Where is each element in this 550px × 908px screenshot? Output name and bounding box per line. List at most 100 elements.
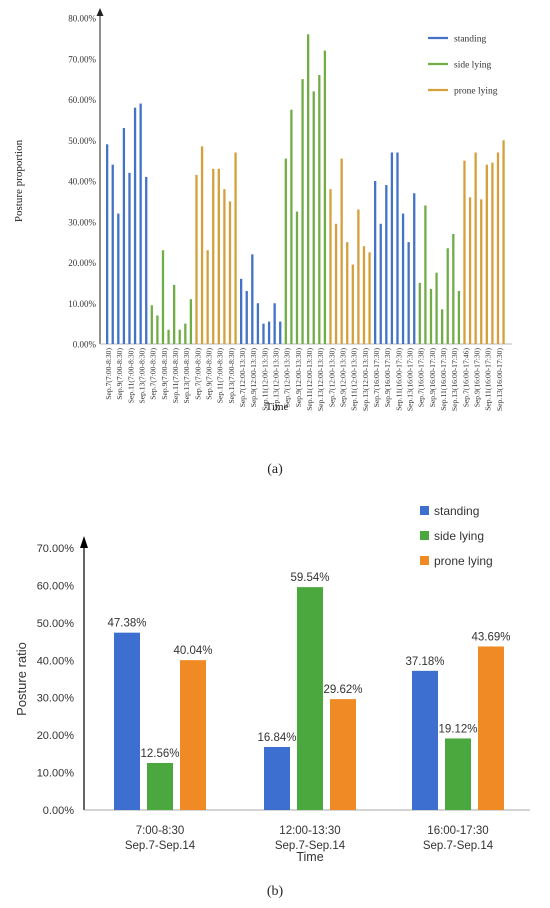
bar-a	[178, 329, 181, 344]
x-tick-label-a: Sep.11(7:00-8:30)	[216, 348, 225, 404]
bar-a	[357, 209, 360, 344]
legend-label-a: side lying	[454, 61, 491, 71]
x-tick-label-a: Sep.11(12:00-13:30)	[305, 348, 314, 411]
x-tick-label-a: Sep.9(12:00-13:30)	[249, 348, 258, 408]
bar-a	[273, 303, 276, 344]
y-tick-label-a: 0.00%	[73, 340, 97, 350]
legend-label-b: standing	[434, 504, 479, 518]
bar-a	[429, 288, 433, 344]
caption-a: (a)	[267, 462, 283, 477]
bar-a	[424, 205, 427, 344]
bar-a	[441, 309, 444, 344]
y-tick-label-b: 20.00%	[37, 730, 75, 742]
x-tick-label-a: Sep.13(16:00-17:30)	[450, 348, 459, 412]
bar-a	[413, 193, 416, 344]
x-tick-label-b: 16:00-17:30	[427, 825, 488, 837]
y-tick-label-a: 60.00%	[68, 95, 96, 105]
data-label-b: 40.04%	[173, 645, 212, 657]
bar-a	[122, 128, 126, 344]
bar-a	[245, 291, 248, 344]
y-tick-label-b: 60.00%	[37, 580, 75, 592]
data-label-b: 47.38%	[107, 618, 146, 630]
x-tick-label-a: Sep.9(7:00-8:30)	[205, 348, 214, 400]
legend-swatch-b	[420, 531, 429, 540]
bar-a	[457, 291, 461, 344]
bar-a	[340, 158, 343, 344]
y-tick-label-b: 40.00%	[37, 655, 75, 667]
bar-b	[478, 646, 504, 810]
bar-b	[445, 738, 471, 810]
bar-a	[301, 79, 304, 344]
data-label-b: 16.84%	[257, 732, 296, 744]
y-axis-title-b: Posture ratio	[14, 642, 29, 716]
x-tick-label-a: Sep.11(16:00-17:30)	[484, 348, 493, 411]
x-tick-label-a: Sep.11(7:00-8:30)	[171, 348, 180, 404]
bar-a	[256, 303, 260, 344]
bar-a	[401, 213, 405, 344]
bar-a	[463, 160, 466, 344]
data-label-b: 29.62%	[323, 684, 362, 696]
bar-a	[189, 299, 193, 344]
y-tick-label-b: 10.00%	[37, 768, 75, 780]
x-tick-label-b: Sep.7-Sep.14	[423, 840, 494, 852]
bar-a	[485, 164, 488, 344]
bar-a	[279, 321, 282, 344]
bar-b	[297, 587, 323, 810]
chart-b: 0.00% 10.00% 20.00% 30.00% 40.00% 50.00% 60.00…	[14, 504, 530, 864]
bar-a	[184, 323, 187, 344]
bar-a	[167, 329, 170, 344]
x-tick-label-b: Sep.7-Sep.14	[275, 840, 346, 852]
data-label-b: 43.69%	[471, 631, 510, 643]
x-tick-label-a: Sep.9(16:00-17:30)	[473, 348, 482, 408]
y-tick-label-b: 30.00%	[37, 693, 75, 705]
x-tick-label-a: Sep.7(16:00-17:30)	[372, 348, 381, 408]
bar-a	[396, 152, 399, 344]
legend-label-b: side lying	[434, 529, 484, 543]
bar-a	[351, 264, 354, 344]
x-tick-label-a: Sep.13(16:00-17:30)	[406, 348, 415, 412]
x-tick-label-b: Sep.7-Sep.14	[125, 840, 196, 852]
bar-a	[368, 252, 371, 344]
bar-a	[295, 211, 299, 344]
bar-a	[496, 152, 500, 344]
x-tick-label-a: Sep.11(7:00-8:30)	[126, 348, 135, 404]
bar-a	[468, 197, 472, 344]
bar-a	[385, 185, 388, 344]
bar-a	[212, 168, 215, 344]
bar-b	[264, 746, 290, 810]
y-axis-title-a: Posture proportion	[13, 139, 25, 222]
bar-a	[262, 323, 265, 344]
x-tick-label-b: 7:00-8:30	[136, 825, 185, 837]
x-tick-label-a: Sep.7(12:00-13:30)	[327, 348, 336, 408]
bar-a	[329, 189, 332, 344]
bar-a	[240, 278, 243, 344]
bar-a	[435, 272, 438, 344]
legend-label-a: standing	[454, 35, 486, 45]
bar-b	[147, 762, 173, 810]
y-tick-label-a: 30.00%	[68, 217, 96, 227]
bar-a	[206, 250, 209, 344]
bar-a	[111, 164, 114, 344]
y-tick-label-b: 0.00%	[43, 805, 74, 817]
bar-a	[234, 152, 237, 344]
bar-a	[173, 284, 176, 344]
bar-a	[200, 146, 204, 344]
legend-swatch-b	[420, 556, 429, 565]
x-tick-label-a: Sep.13(7:00-8:30)	[227, 348, 236, 404]
x-tick-label-a: Sep.9(16:00-17:30)	[428, 348, 437, 408]
bar-a	[156, 315, 159, 344]
y-tick-label-a: 10.00%	[68, 299, 96, 309]
x-tick-label-a: Sep.13(12:00-13:30)	[272, 348, 281, 412]
bar-a	[267, 321, 271, 344]
bar-a	[312, 91, 315, 344]
bar-a	[290, 109, 293, 344]
x-tick-label-a: Sep.13(7:00-8:30)	[138, 348, 147, 404]
bar-a	[390, 152, 394, 344]
legend-label-a: prone lying	[454, 87, 498, 97]
x-tick-label-a: Sep.13(12:00-13:30)	[361, 348, 370, 412]
bar-a	[491, 162, 494, 344]
bar-a	[133, 107, 137, 345]
bar-a	[228, 201, 232, 344]
bar-a	[128, 172, 131, 344]
